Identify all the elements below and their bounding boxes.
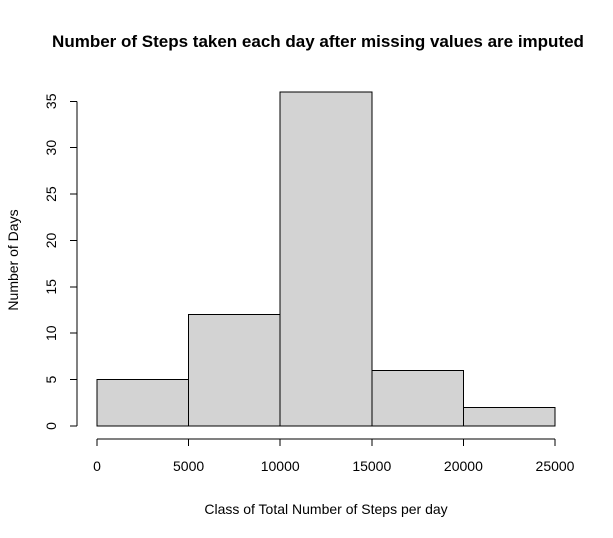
chart-title: Number of Steps taken each day after mis… [52,32,584,51]
x-axis-label: Class of Total Number of Steps per day [204,501,447,517]
x-tick-label-0: 0 [93,458,101,474]
y-tick-label-3: 15 [43,279,59,295]
y-tick-label-5: 25 [43,186,59,202]
x-tick-label-4: 20000 [444,458,483,474]
y-tick-label-4: 20 [43,232,59,248]
histogram-bar-0 [96,379,190,427]
x-tick-label-3: 15000 [352,458,391,474]
y-tick-label-7: 35 [43,93,59,109]
histogram-bar-4 [462,406,556,427]
y-axis-label: Number of Days [5,209,21,310]
x-tick-label-2: 10000 [261,458,300,474]
y-axis: 0 5 10 15 20 25 30 35 [43,93,78,430]
x-tick-label-1: 5000 [173,458,204,474]
histogram-bar-1 [188,314,281,427]
bars-group [96,91,556,427]
x-axis: 0 5000 10000 15000 20000 25000 [93,438,575,474]
y-tick-label-1: 5 [43,376,59,384]
histogram-bar-2 [279,91,373,427]
y-tick-label-6: 30 [43,140,59,156]
y-tick-label-0: 0 [43,422,59,430]
histogram-bar-3 [371,369,464,427]
x-tick-label-5: 25000 [536,458,575,474]
y-tick-label-2: 10 [43,325,59,341]
